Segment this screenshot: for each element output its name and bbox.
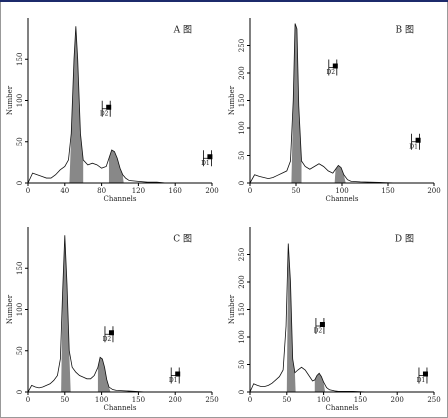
gate-label: D1 [201,160,210,167]
y-tick-label: 100 [238,121,246,134]
y-tick-label: 50 [16,137,24,146]
y-tick-label: 200 [238,275,246,288]
y-tick-label: 150 [238,94,246,107]
peak-fill [314,373,326,392]
x-tick-label: 200 [427,187,440,195]
gate-marker [106,104,112,110]
histogram-line [249,23,434,184]
y-tick-label: 150 [16,53,24,66]
gate-marker [207,154,213,160]
gate-marker [422,371,428,377]
y-tick-label: 100 [16,94,24,107]
gate-label: D2 [314,328,323,335]
peak-fill [108,150,124,183]
x-tick-label: 150 [354,396,367,404]
gate-label: D1 [169,377,178,384]
y-tick-label: 150 [16,262,24,275]
x-tick-label: 100 [95,396,108,404]
y-tick-label: 0 [16,390,24,394]
x-tick-label: 100 [335,187,348,195]
gate-marker [319,322,325,327]
y-tick-label: 50 [238,360,246,369]
gate-label: D1 [417,377,426,384]
gate-label: D2 [326,69,335,76]
x-axis-label: Channels [103,404,136,412]
gate-marker [332,63,338,69]
gate-label: D2 [103,336,112,343]
gate-label: D2 [100,110,109,117]
histogram-line [27,26,212,184]
y-tick-label: 250 [238,248,246,261]
x-tick-label: 0 [248,396,252,404]
gate-marker [175,371,181,377]
gate-label: D1 [409,143,418,150]
y-tick-label: 100 [238,330,246,343]
panel-title: A 图 [173,25,192,36]
x-tick-label: 250 [205,396,218,404]
gate-marker [108,330,114,336]
x-tick-label: 40 [60,187,69,195]
x-tick-label: 0 [248,187,252,195]
y-tick-label: 200 [238,66,246,79]
x-tick-label: 150 [132,396,145,404]
peak-fill [69,26,84,183]
x-tick-label: 200 [205,187,218,195]
y-tick-label: 250 [238,39,246,52]
y-tick-label: 0 [238,390,246,394]
x-tick-label: 50 [282,396,291,404]
histogram-line [249,243,434,393]
y-tick-label: 100 [16,303,24,316]
x-tick-label: 0 [26,396,30,404]
x-axis-label: Channels [103,195,136,203]
y-axis-label: Number [228,294,236,324]
x-tick-label: 150 [381,187,394,195]
peak-fill [97,357,111,392]
x-tick-label: 0 [26,187,30,195]
x-tick-label: 200 [169,396,182,404]
x-tick-label: 50 [60,396,69,404]
y-axis-label: Number [6,85,14,115]
y-tick-label: 0 [16,181,24,185]
x-axis-label: Channels [325,404,358,412]
y-axis-label: Number [228,85,236,115]
x-tick-label: 160 [169,187,182,195]
y-tick-label: 150 [238,303,246,316]
x-tick-label: 80 [97,187,106,195]
x-tick-label: 250 [427,396,440,404]
x-tick-label: 120 [132,187,145,195]
gate-marker [415,137,421,143]
x-axis-label: Channels [325,195,358,203]
x-tick-label: 100 [317,396,330,404]
peak-fill [291,23,302,183]
panel-title: B 图 [396,25,414,36]
panel-title: D 图 [395,234,414,245]
y-tick-label: 0 [238,181,246,185]
peak-fill [334,165,346,183]
y-tick-label: 50 [16,346,24,355]
x-tick-label: 200 [391,396,404,404]
y-axis-label: Number [6,294,14,324]
panel-title: C 图 [173,234,192,245]
y-tick-label: 50 [238,151,246,160]
histogram-line [27,235,212,393]
x-tick-label: 50 [292,187,301,195]
